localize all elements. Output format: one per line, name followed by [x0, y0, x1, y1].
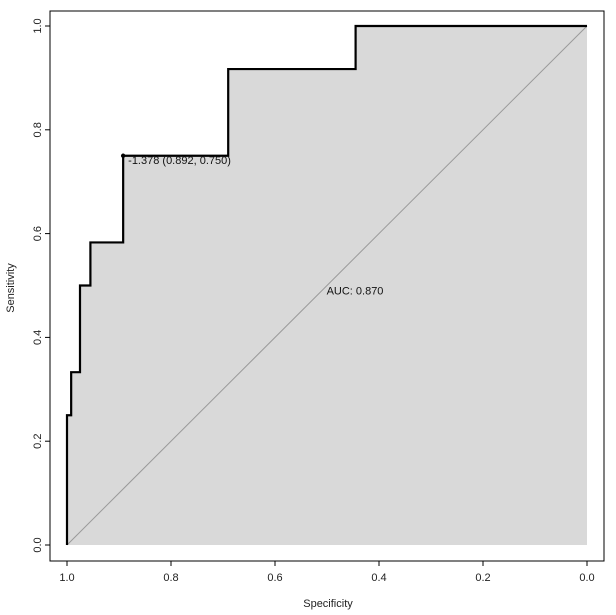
y-tick-label: 0.2 [32, 434, 44, 449]
x-tick-label: 0.0 [579, 572, 594, 584]
roc-curve [65, 24, 587, 545]
threshold-annotation: -1.378 (0.892, 0.750) [128, 155, 231, 167]
x-tick-label: 0.2 [475, 572, 490, 584]
threshold-point [120, 153, 126, 158]
y-tick-label: 0.6 [32, 226, 44, 241]
x-tick-label: 0.6 [267, 572, 282, 584]
plot-frame [49, 10, 605, 562]
y-tick-label: 0.4 [32, 330, 44, 345]
x-tick-label: 0.8 [163, 572, 178, 584]
x-axis-label: Specificity [303, 598, 353, 610]
y-tick-label: 0.8 [32, 122, 44, 137]
auc-annotation: AUC: 0.870 [327, 286, 384, 298]
axis-ticks: 1.0 0.8 0.6 0.4 0.2 0.0 0.0 0.2 0.4 0.6 0.8 1.0 [32, 18, 595, 584]
x-tick-label: 1.0 [59, 572, 74, 584]
y-axis-label: Sensitivity [5, 263, 17, 313]
plot-area [49, 10, 605, 562]
x-tick-label: 0.4 [371, 572, 386, 584]
y-tick-label: 0.0 [32, 537, 44, 552]
reference-diagonal [66, 25, 588, 546]
y-tick-label: 1.0 [32, 18, 44, 33]
